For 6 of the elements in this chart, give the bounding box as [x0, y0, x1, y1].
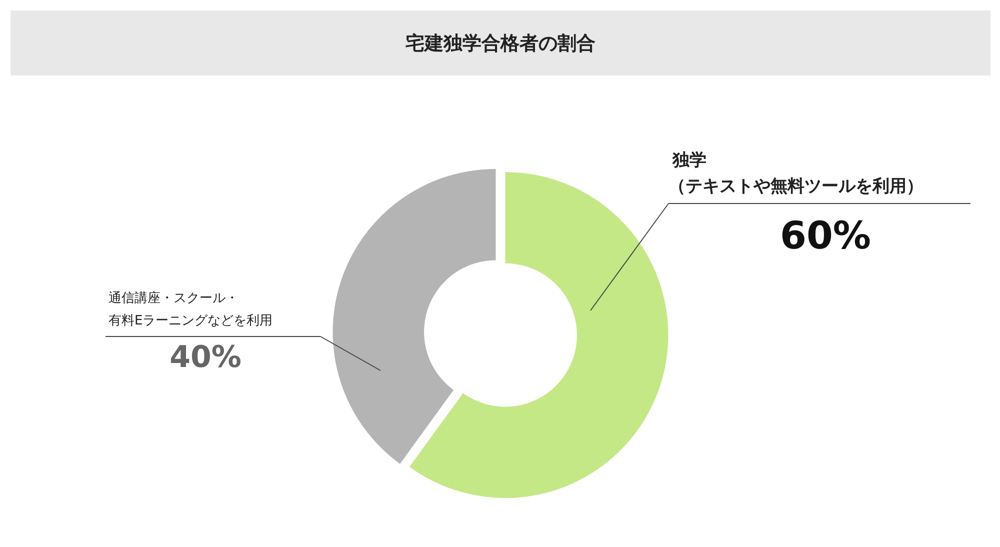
slice-label: 通信講座・スクール・有料Eラーニングなどを利用 — [108, 290, 273, 328]
data-label: 60% — [780, 214, 871, 258]
text: （テキストや無料ツールを利用） — [668, 176, 924, 196]
chart-title: 宅建独学合格者の割合 — [406, 32, 596, 54]
slice-label: 独学 — [672, 150, 706, 170]
data-label: 40% — [170, 340, 242, 375]
